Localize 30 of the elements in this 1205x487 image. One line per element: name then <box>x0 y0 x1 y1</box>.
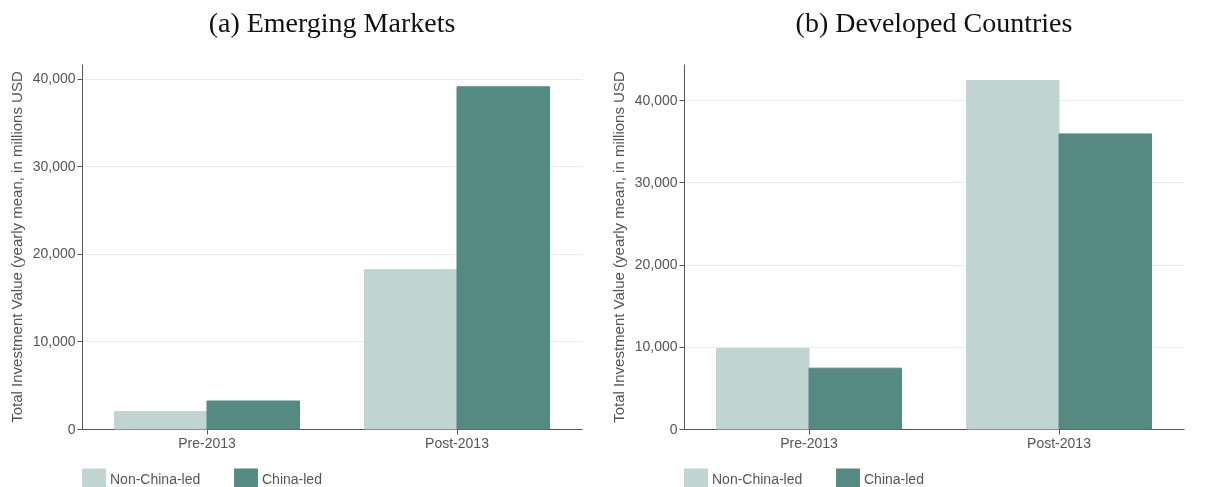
chart-title: (b) Developed Countries <box>795 7 1073 38</box>
y-axis-title: Total Investment Value (yearly mean, in millions USD <box>609 71 627 423</box>
x-tick-label: Pre-2013 <box>780 434 839 451</box>
y-tick-label: 20,000 <box>634 256 678 273</box>
y-tick-label: 30,000 <box>634 173 678 190</box>
x-tick-label: Post-2013 <box>425 434 490 451</box>
y-tick-label: 30,000 <box>32 157 76 174</box>
y-tick-label: 10,000 <box>32 332 76 349</box>
bar <box>456 86 550 430</box>
chart-title: (a) Emerging Markets <box>208 7 456 38</box>
x-tick-label: Post-2013 <box>1027 434 1092 451</box>
legend-label: China-led <box>864 471 924 487</box>
x-tick-label: Pre-2013 <box>178 434 237 451</box>
bar <box>114 410 208 430</box>
y-tick-label: 20,000 <box>32 245 76 262</box>
y-axis-title: Total Investment Value (yearly mean, in millions USD <box>7 71 25 423</box>
bar <box>716 347 810 430</box>
legend-label: China-led <box>262 471 322 487</box>
y-tick-label: 40,000 <box>32 70 76 87</box>
bar <box>808 367 902 430</box>
bar <box>1058 133 1152 430</box>
y-tick-label: 0 <box>67 420 76 437</box>
legend-label: Non-China-led <box>712 471 803 487</box>
y-tick-label: 0 <box>669 420 678 437</box>
bar <box>966 79 1060 430</box>
y-tick-label: 40,000 <box>634 91 678 108</box>
bar <box>206 400 300 430</box>
y-tick-label: 10,000 <box>634 338 678 355</box>
legend-label: Non-China-led <box>110 471 201 487</box>
bar <box>364 269 458 430</box>
